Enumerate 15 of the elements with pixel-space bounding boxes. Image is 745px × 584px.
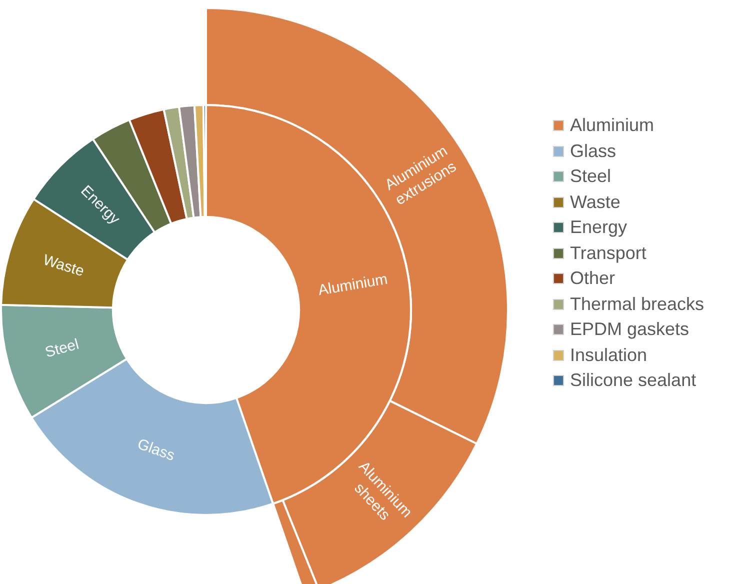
legend-label: Steel: [570, 165, 612, 188]
legend-label: Glass: [570, 140, 616, 162]
legend-label: Transport: [570, 242, 646, 265]
legend-label: Other: [570, 267, 616, 290]
slice-label: Steel: [43, 336, 81, 362]
slice-label: Glass: [135, 436, 177, 464]
legend-label: Insulation: [570, 344, 648, 366]
legend-label: Thermal breacks: [570, 292, 704, 316]
slice-label: Aluminium: [317, 270, 389, 300]
legend-label: EPDM gaskets: [570, 318, 690, 341]
slice-label: Waste: [41, 252, 86, 280]
legend-label: Waste: [570, 190, 620, 214]
legend-label: Silicone sealant: [570, 369, 696, 392]
legend-label: Energy: [570, 216, 628, 239]
legend-label: Aluminium: [570, 114, 654, 137]
